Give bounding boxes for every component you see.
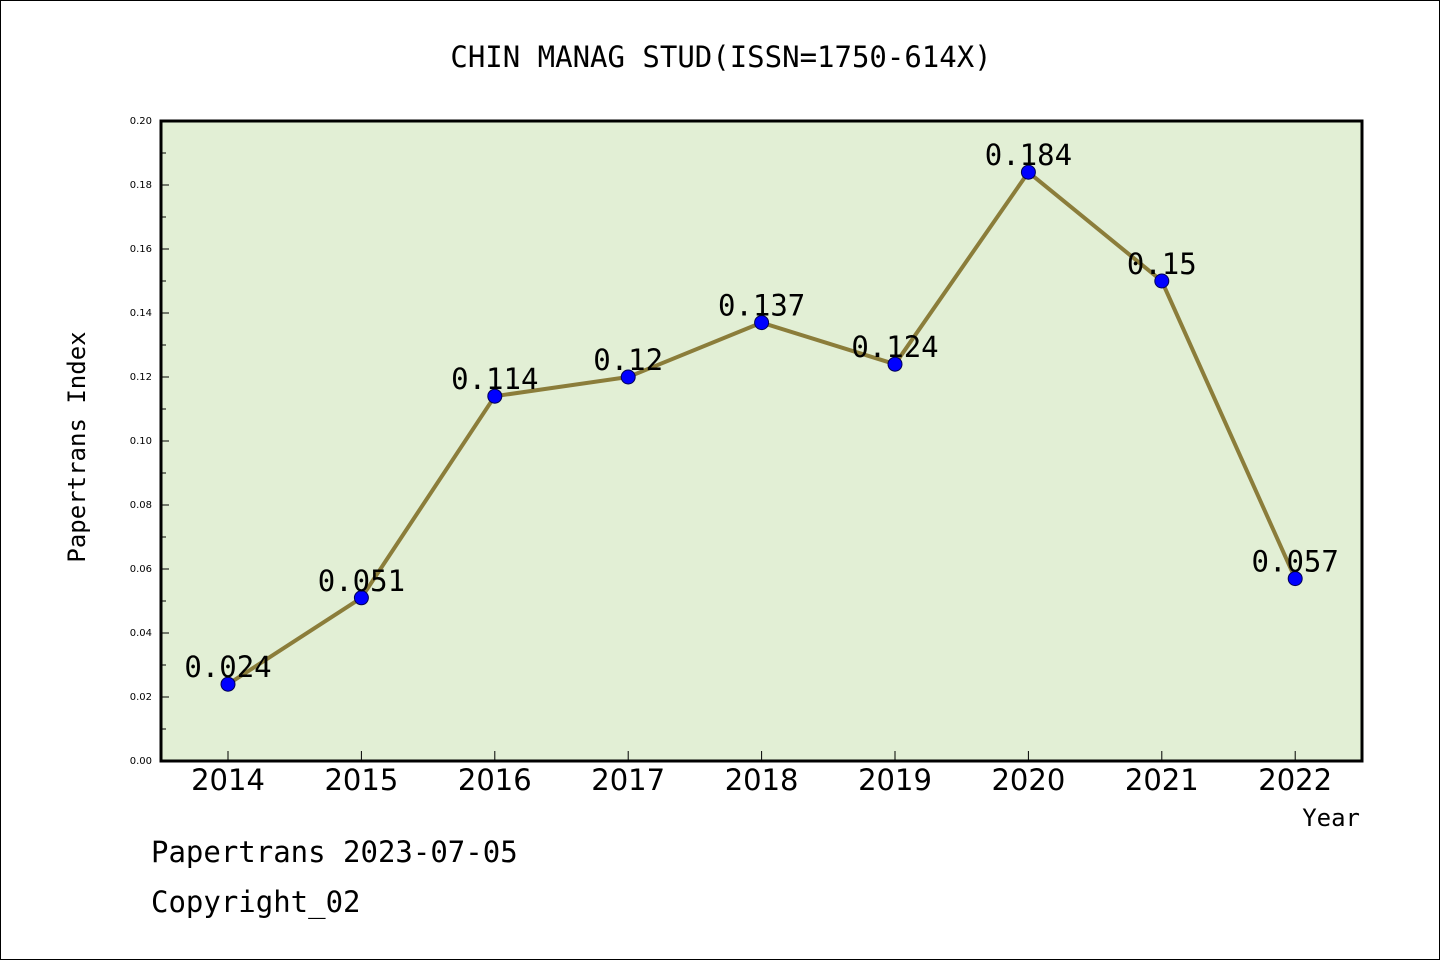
footer-copyright: Copyright_02 — [151, 885, 361, 919]
data-point-label: 0.12 — [593, 343, 663, 377]
y-tick-label: 0.06 — [130, 564, 152, 575]
chart-title: CHIN MANAG STUD(ISSN=1750-614X) — [450, 40, 991, 74]
data-point-marker — [1287, 571, 1303, 587]
x-tick-label: 2016 — [458, 763, 532, 797]
y-tick-label: 0.12 — [130, 372, 152, 383]
data-point-label: 0.114 — [451, 362, 538, 396]
y-tick-label: 0.10 — [130, 436, 152, 447]
plot-area — [159, 119, 1364, 763]
data-point-label: 0.057 — [1252, 545, 1339, 579]
y-tick-label: 0.14 — [130, 308, 152, 319]
x-axis-label: Year — [1302, 804, 1360, 832]
x-tick-label: 2017 — [591, 763, 665, 797]
data-point-marker — [887, 356, 903, 372]
data-point-label: 0.137 — [718, 289, 805, 323]
y-tick-label: 0.02 — [130, 692, 152, 703]
data-point-label: 0.184 — [985, 138, 1072, 172]
x-tick-label: 2022 — [1258, 763, 1332, 797]
data-point-marker — [220, 676, 236, 692]
x-tick-label: 2014 — [191, 763, 265, 797]
x-tick-label: 2018 — [725, 763, 799, 797]
y-axis: 0.00 0.02 0.04 0.06 0.08 0.10 0.12 0.14 0.16 0.18… — [130, 116, 169, 767]
data-markers — [220, 164, 1303, 692]
y-tick-label: 0.00 — [130, 756, 152, 767]
y-tick-label: 0.18 — [130, 180, 152, 191]
y-tick-label: 0.16 — [130, 244, 152, 255]
data-point-marker — [620, 369, 636, 385]
x-axis: 2014 2015 2016 2017 2018 2019 2020 2021 2022 — [191, 751, 1332, 797]
data-point-marker — [487, 388, 503, 404]
data-point-marker — [1020, 164, 1036, 180]
data-point-label: 0.124 — [851, 330, 938, 364]
y-tick-label: 0.20 — [130, 116, 152, 127]
y-tick-label: 0.08 — [130, 500, 152, 511]
data-labels: 0.024 0.051 0.114 0.12 0.137 0.124 0.184 0.15 0.… — [184, 138, 1339, 684]
x-tick-label: 2015 — [324, 763, 398, 797]
y-axis-label: Papertrans Index — [63, 331, 91, 562]
data-point-label: 0.15 — [1127, 247, 1197, 281]
data-point-marker — [754, 315, 770, 331]
data-point-label: 0.024 — [184, 650, 271, 684]
x-tick-label: 2020 — [991, 763, 1065, 797]
data-point-marker — [353, 590, 369, 606]
data-point-label: 0.051 — [318, 564, 405, 598]
x-tick-label: 2019 — [858, 763, 932, 797]
y-tick-label: 0.04 — [130, 628, 152, 639]
footer-date: Papertrans 2023-07-05 — [151, 835, 518, 869]
x-tick-label: 2021 — [1125, 763, 1199, 797]
data-point-marker — [1154, 273, 1170, 289]
